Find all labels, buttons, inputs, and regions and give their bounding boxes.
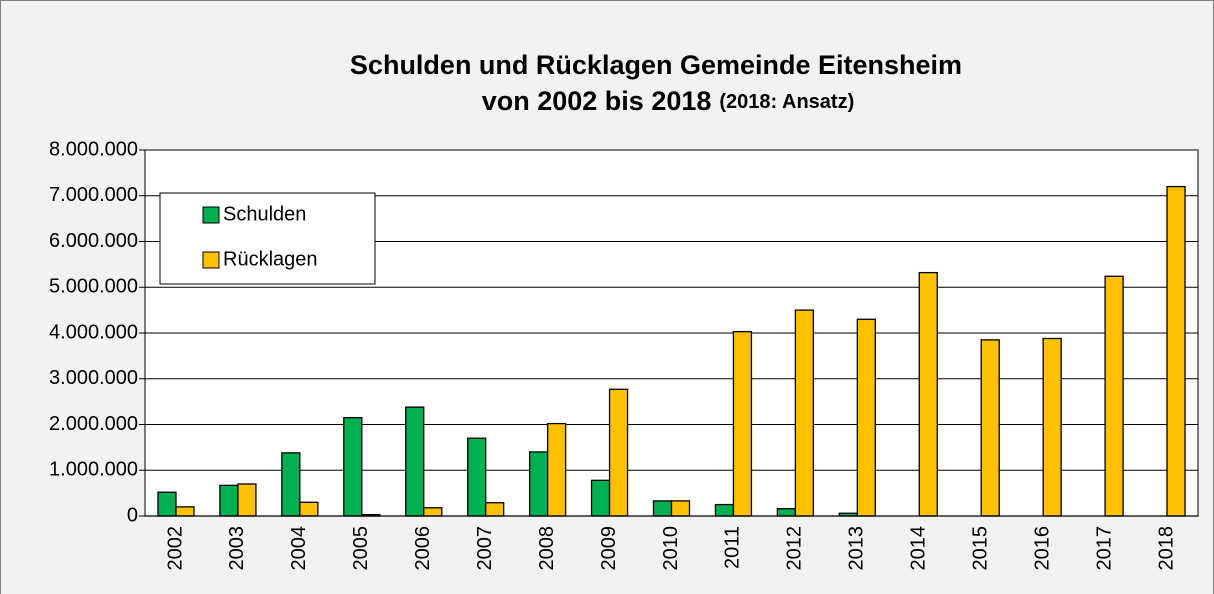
bar: [652, 500, 673, 517]
y-tick-label: 7.000.000: [49, 184, 138, 206]
x-tick-label: 2018: [1155, 526, 1177, 571]
bar: [1042, 337, 1062, 517]
y-tick-label: 1.000.000: [49, 459, 138, 481]
chart-title-line: von 2002 bis 2018 (2018: Ansatz): [482, 86, 855, 116]
bar: [299, 501, 319, 517]
bar: [980, 339, 1000, 517]
legend-swatch: [202, 251, 220, 269]
bar: [237, 483, 257, 517]
bar: [1166, 185, 1186, 517]
y-tick-label: 4.000.000: [49, 321, 138, 343]
x-tick-label: 2017: [1093, 526, 1115, 571]
bar: [485, 502, 505, 517]
bar: [732, 330, 753, 517]
bar: [776, 508, 797, 517]
x-tick-label: 2010: [660, 526, 682, 571]
bar: [281, 452, 301, 517]
y-tick-label: 5.000.000: [49, 276, 138, 298]
bar: [467, 437, 487, 517]
x-tick-label: 2008: [536, 526, 558, 571]
bar: [175, 506, 195, 517]
x-tick-label: 2004: [288, 526, 310, 571]
x-tick-label: 2002: [164, 526, 186, 571]
x-tick-label: 2013: [846, 526, 868, 571]
bar: [590, 479, 611, 517]
bar: [918, 271, 938, 517]
bar: [528, 451, 549, 517]
bar: [343, 416, 363, 517]
x-tick-label: 2009: [598, 526, 620, 571]
bar: [714, 503, 735, 517]
chart-title-part: von 2002 bis 2018: [482, 86, 712, 116]
x-tick-label: 2015: [969, 526, 991, 571]
legend-swatch: [202, 206, 220, 224]
bar: [1104, 275, 1124, 517]
bar: [608, 388, 629, 517]
x-tick-label: 2007: [474, 526, 496, 571]
x-tick-label: 2003: [226, 526, 248, 571]
x-tick-label: 2005: [350, 526, 372, 571]
bar: [856, 318, 876, 517]
bar: [405, 406, 425, 517]
x-tick-label: 2011: [722, 526, 744, 569]
bar: [423, 507, 443, 517]
legend-label: Rücklagen: [223, 248, 318, 270]
bar: [157, 491, 177, 517]
legend-box: [159, 192, 376, 285]
y-tick-label: 6.000.000: [49, 230, 138, 252]
bar: [219, 484, 239, 517]
chart-subtitle: (2018: Ansatz): [719, 91, 854, 113]
chart-title: Schulden und Rücklagen Gemeinde Eitenshe…: [350, 50, 962, 80]
y-tick-label: 3.000.000: [49, 367, 138, 389]
legend-label: Schulden: [223, 203, 306, 225]
y-tick-label: 0: [127, 504, 138, 526]
y-tick-label: 2.000.000: [49, 413, 138, 435]
bar: [546, 422, 567, 517]
y-tick-label: 8.000.000: [49, 138, 138, 160]
x-tick-label: 2006: [412, 526, 434, 571]
x-tick-label: 2012: [784, 526, 806, 571]
x-tick-label: 2016: [1031, 526, 1053, 571]
x-tick-label: 2014: [908, 526, 930, 571]
bar: [794, 309, 815, 517]
bar: [670, 500, 691, 517]
